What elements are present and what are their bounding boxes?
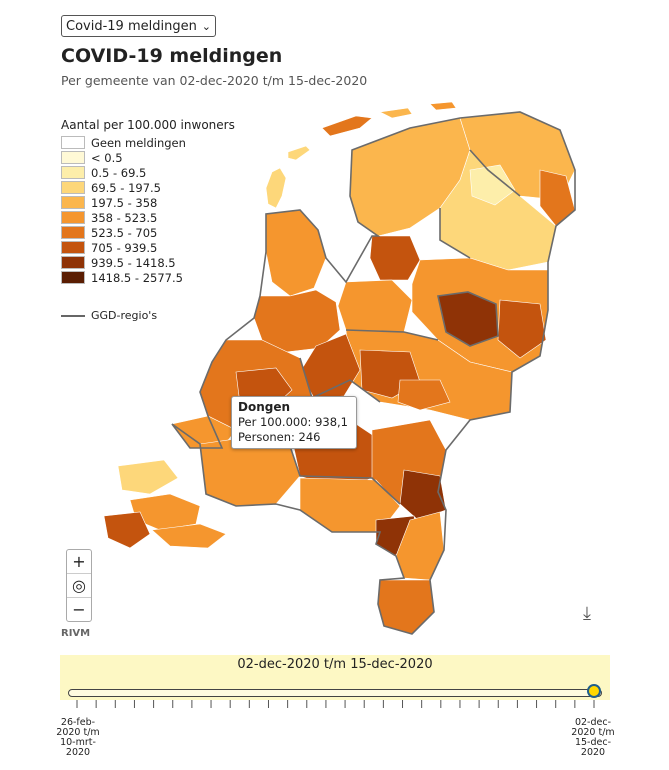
tooltip-persons: Personen: 246 <box>238 430 321 444</box>
legend-swatch <box>61 151 85 164</box>
reset-view-button[interactable]: ◎ <box>67 574 91 598</box>
legend-label: < 0.5 <box>91 150 123 165</box>
ggd-border-internal-6 <box>469 149 521 197</box>
rivm-credit: RIVM <box>61 628 91 639</box>
legend-item: 69.5 - 197.5 <box>61 180 235 195</box>
legend-swatch <box>61 271 85 284</box>
legend-title: Aantal per 100.000 inwoners <box>61 118 235 132</box>
map-legend: Aantal per 100.000 inwoners Geen melding… <box>61 118 235 285</box>
region-zeeuws-vlaanderen-east <box>151 523 227 549</box>
ggd-border-internal-5 <box>437 291 499 347</box>
region-noord-holland-south <box>253 289 341 353</box>
download-icon[interactable]: ⤓ <box>583 603 591 624</box>
ggd-border-internal-4 <box>289 445 401 505</box>
legend-item: 358 - 523.5 <box>61 210 235 225</box>
legend-item: 1418.5 - 2577.5 <box>61 270 235 285</box>
municipality-ameland <box>379 107 413 119</box>
timeline-track[interactable] <box>68 689 602 697</box>
timeline-start-label: 26-feb-2020 t/m 10-mrt-2020 <box>56 717 100 758</box>
municipality-schiermonnikoog <box>429 101 457 111</box>
page-title: COVID-19 meldingen <box>61 45 283 67</box>
legend-swatch <box>61 166 85 179</box>
legend-label: 358 - 523.5 <box>91 210 158 225</box>
ggd-legend-label: GGD-regio's <box>91 309 158 322</box>
legend-swatch <box>61 241 85 254</box>
dataset-select[interactable]: Covid-19 meldingen ⌄ <box>61 15 216 37</box>
legend-label: 523.5 - 705 <box>91 225 158 240</box>
municipality-texel <box>265 167 287 209</box>
legend-swatch <box>61 181 85 194</box>
ggd-line-swatch <box>61 314 85 317</box>
dataset-select-value: Covid-19 meldingen <box>66 19 197 34</box>
ggd-border-internal-3 <box>299 357 381 403</box>
legend-label: 197.5 - 358 <box>91 195 158 210</box>
municipality-terschelling <box>321 115 373 137</box>
legend-item: 197.5 - 358 <box>61 195 235 210</box>
chevron-down-icon: ⌄ <box>201 20 211 33</box>
timeline-period-label: 02-dec-2020 t/m 15-dec-2020 <box>237 657 433 672</box>
timeline-bar: 02-dec-2020 t/m 15-dec-2020 <box>60 655 610 700</box>
legend-item: 939.5 - 1418.5 <box>61 255 235 270</box>
ggd-legend: GGD-regio's <box>61 309 157 322</box>
tooltip-municipality: Dongen <box>238 400 291 414</box>
region-noord-holland-north <box>265 209 327 297</box>
municipality-vlieland <box>287 145 311 161</box>
timeline-handle[interactable] <box>587 684 601 698</box>
region-zeeuws-vlaanderen <box>103 511 151 549</box>
tooltip-rate: Per 100.000: 938,1 <box>238 415 348 429</box>
legend-label: 1418.5 - 2577.5 <box>91 270 183 285</box>
timeline-ticks <box>76 700 595 708</box>
ggd-border-internal-1 <box>439 208 471 259</box>
legend-swatch <box>61 136 85 149</box>
legend-item: < 0.5 <box>61 150 235 165</box>
zoom-controls: + ◎ − <box>66 549 92 622</box>
region-schouwen <box>117 459 179 495</box>
legend-swatch <box>61 211 85 224</box>
netherlands-map[interactable] <box>0 0 669 650</box>
legend-label: 939.5 - 1418.5 <box>91 255 176 270</box>
legend-item: 523.5 - 705 <box>61 225 235 240</box>
page-subtitle: Per gemeente van 02-dec-2020 t/m 15-dec-… <box>61 73 368 88</box>
legend-swatch <box>61 196 85 209</box>
ggd-border-internal-2 <box>345 329 439 341</box>
region-noordoostpolder <box>369 235 421 281</box>
legend-item: 0.5 - 69.5 <box>61 165 235 180</box>
legend-item: Geen meldingen <box>61 135 235 150</box>
region-arnhem <box>397 379 451 411</box>
timeline-end-label: 02-dec-2020 t/m 15-dec-2020 <box>571 717 615 758</box>
legend-label: 0.5 - 69.5 <box>91 165 147 180</box>
legend-label: Geen meldingen <box>91 135 186 150</box>
ggd-border-north <box>171 111 576 635</box>
zoom-in-button[interactable]: + <box>67 550 91 574</box>
legend-swatch <box>61 226 85 239</box>
zoom-out-button[interactable]: − <box>72 600 86 619</box>
region-drenthe-north <box>469 164 516 206</box>
legend-item: 705 - 939.5 <box>61 240 235 255</box>
legend-swatch <box>61 256 85 269</box>
map-tooltip: Dongen Per 100.000: 938,1 Personen: 246 <box>231 396 357 449</box>
legend-label: 705 - 939.5 <box>91 240 158 255</box>
legend-label: 69.5 - 197.5 <box>91 180 161 195</box>
